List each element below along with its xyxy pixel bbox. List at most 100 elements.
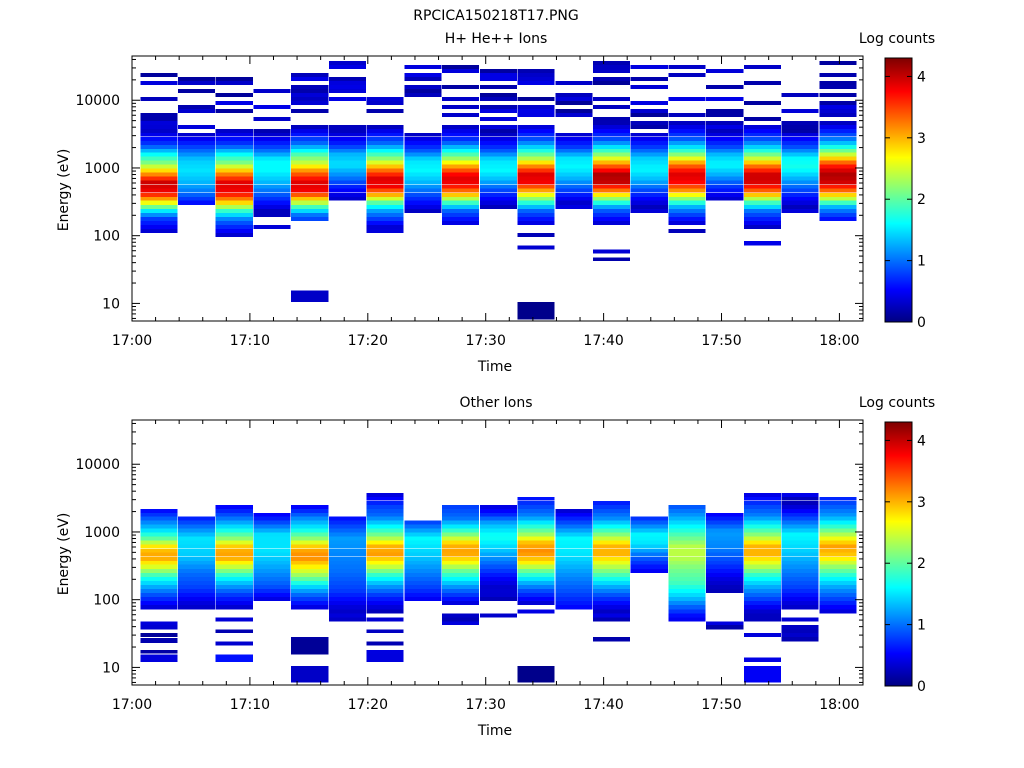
heatmap-cell (781, 192, 819, 197)
colorbar-swatch (885, 290, 912, 293)
heatmap-cell (328, 188, 366, 193)
heatmap-cell (291, 164, 329, 169)
heatmap-cell (291, 593, 329, 597)
heatmap-cell (215, 164, 253, 169)
heatmap-cell (781, 544, 819, 549)
heatmap-cell (706, 108, 744, 113)
heatmap-cell (479, 184, 517, 189)
heatmap-cell (668, 548, 706, 553)
heatmap-cell (328, 172, 366, 177)
colorbar-swatch (885, 428, 912, 431)
heatmap-cell (555, 144, 593, 149)
heatmap-cell (442, 528, 480, 533)
heatmap-cell (215, 221, 253, 225)
heatmap-cell (743, 548, 781, 553)
heatmap-cell (291, 172, 329, 177)
colorbar-swatch (885, 122, 912, 125)
colorbar-swatch (885, 658, 912, 661)
colorbar-swatch (885, 98, 912, 101)
x-tick-label: 17:00 (112, 333, 152, 349)
heatmap-cell (442, 552, 480, 557)
colorbar-swatch (885, 436, 912, 439)
heatmap-cell (593, 180, 631, 185)
heatmap-cell (706, 625, 744, 630)
heatmap-cell (743, 140, 781, 145)
heatmap-cell (253, 556, 291, 561)
heatmap-cell (328, 580, 366, 585)
heatmap-cell (743, 176, 781, 181)
heatmap-cell (404, 572, 442, 578)
colorbar-swatch (885, 478, 912, 481)
heatmap-cell (781, 508, 819, 513)
heatmap-cell (555, 200, 593, 205)
colorbar-swatch (885, 536, 912, 539)
heatmap-cell (517, 496, 555, 501)
heatmap-cell (328, 196, 366, 201)
heatmap-cell (517, 172, 555, 177)
heatmap-cell (706, 536, 744, 541)
heatmap-cell (479, 552, 517, 557)
heatmap-cell (668, 168, 706, 173)
heatmap-cell (781, 184, 819, 189)
colorbar-swatch (885, 438, 912, 441)
heatmap-cell (593, 548, 631, 553)
heatmap-cell (555, 564, 593, 569)
heatmap-cell (366, 609, 404, 614)
colorbar-swatch (885, 646, 912, 649)
colorbar-swatch (885, 162, 912, 165)
heatmap-cell (253, 176, 291, 181)
colorbar-tick-label: 3 (917, 131, 926, 147)
heatmap-cell (215, 654, 253, 662)
heatmap-cell (706, 124, 744, 129)
heatmap-cell (442, 136, 480, 141)
heatmap-cell (517, 108, 555, 113)
heatmap-cell (781, 588, 819, 594)
heatmap-cell (630, 180, 668, 185)
colorbar-swatch (885, 238, 912, 241)
colorbar-swatch (885, 234, 912, 237)
heatmap-cell (668, 532, 706, 537)
heatmap-cell (178, 548, 216, 553)
heatmap-cell (479, 85, 517, 89)
heatmap-cell (479, 196, 517, 201)
heatmap-cell (479, 156, 517, 161)
heatmap-cell (517, 302, 555, 320)
colorbar-tick-label: 1 (917, 618, 926, 634)
colorbar-swatch (885, 652, 912, 655)
heatmap-cell (517, 232, 555, 238)
x-tick-label: 17:40 (583, 333, 623, 349)
heatmap-cell (404, 65, 442, 70)
heatmap-cell (668, 172, 706, 177)
colorbar-swatch (885, 676, 912, 679)
colorbar-swatch (885, 292, 912, 295)
heatmap-cell (668, 593, 706, 597)
heatmap-cell (593, 204, 631, 209)
heatmap-cell (291, 588, 329, 594)
heatmap-cell (404, 577, 442, 581)
heatmap-cell (781, 540, 819, 545)
heatmap-cell (517, 168, 555, 173)
heatmap-cell (706, 552, 744, 557)
heatmap-cell (593, 61, 631, 66)
heatmap-cell (253, 204, 291, 209)
heatmap-cell (781, 528, 819, 533)
heatmap-cell (781, 577, 819, 581)
heatmap-cell (404, 596, 442, 602)
heatmap-cell (253, 136, 291, 141)
colorbar-swatch (885, 148, 912, 151)
heatmap-cell (517, 528, 555, 533)
heatmap-cell (819, 93, 857, 97)
heatmap-cell (178, 152, 216, 157)
heatmap-cell (517, 176, 555, 181)
heatmap-cell (517, 204, 555, 209)
colorbar-swatch (885, 72, 912, 75)
heatmap-cell (253, 168, 291, 173)
heatmap-cell (178, 605, 216, 610)
heatmap-cell (517, 520, 555, 525)
colorbar-swatch (885, 608, 912, 611)
heatmap-cell (819, 585, 857, 589)
heatmap-cell (442, 601, 480, 606)
axis-ticks: 17:00 17:10 17:20 17:30 17:40 17:50 18:00 10 100… (75, 420, 864, 713)
colorbar-swatch (885, 264, 912, 267)
heatmap-cell (668, 508, 706, 513)
